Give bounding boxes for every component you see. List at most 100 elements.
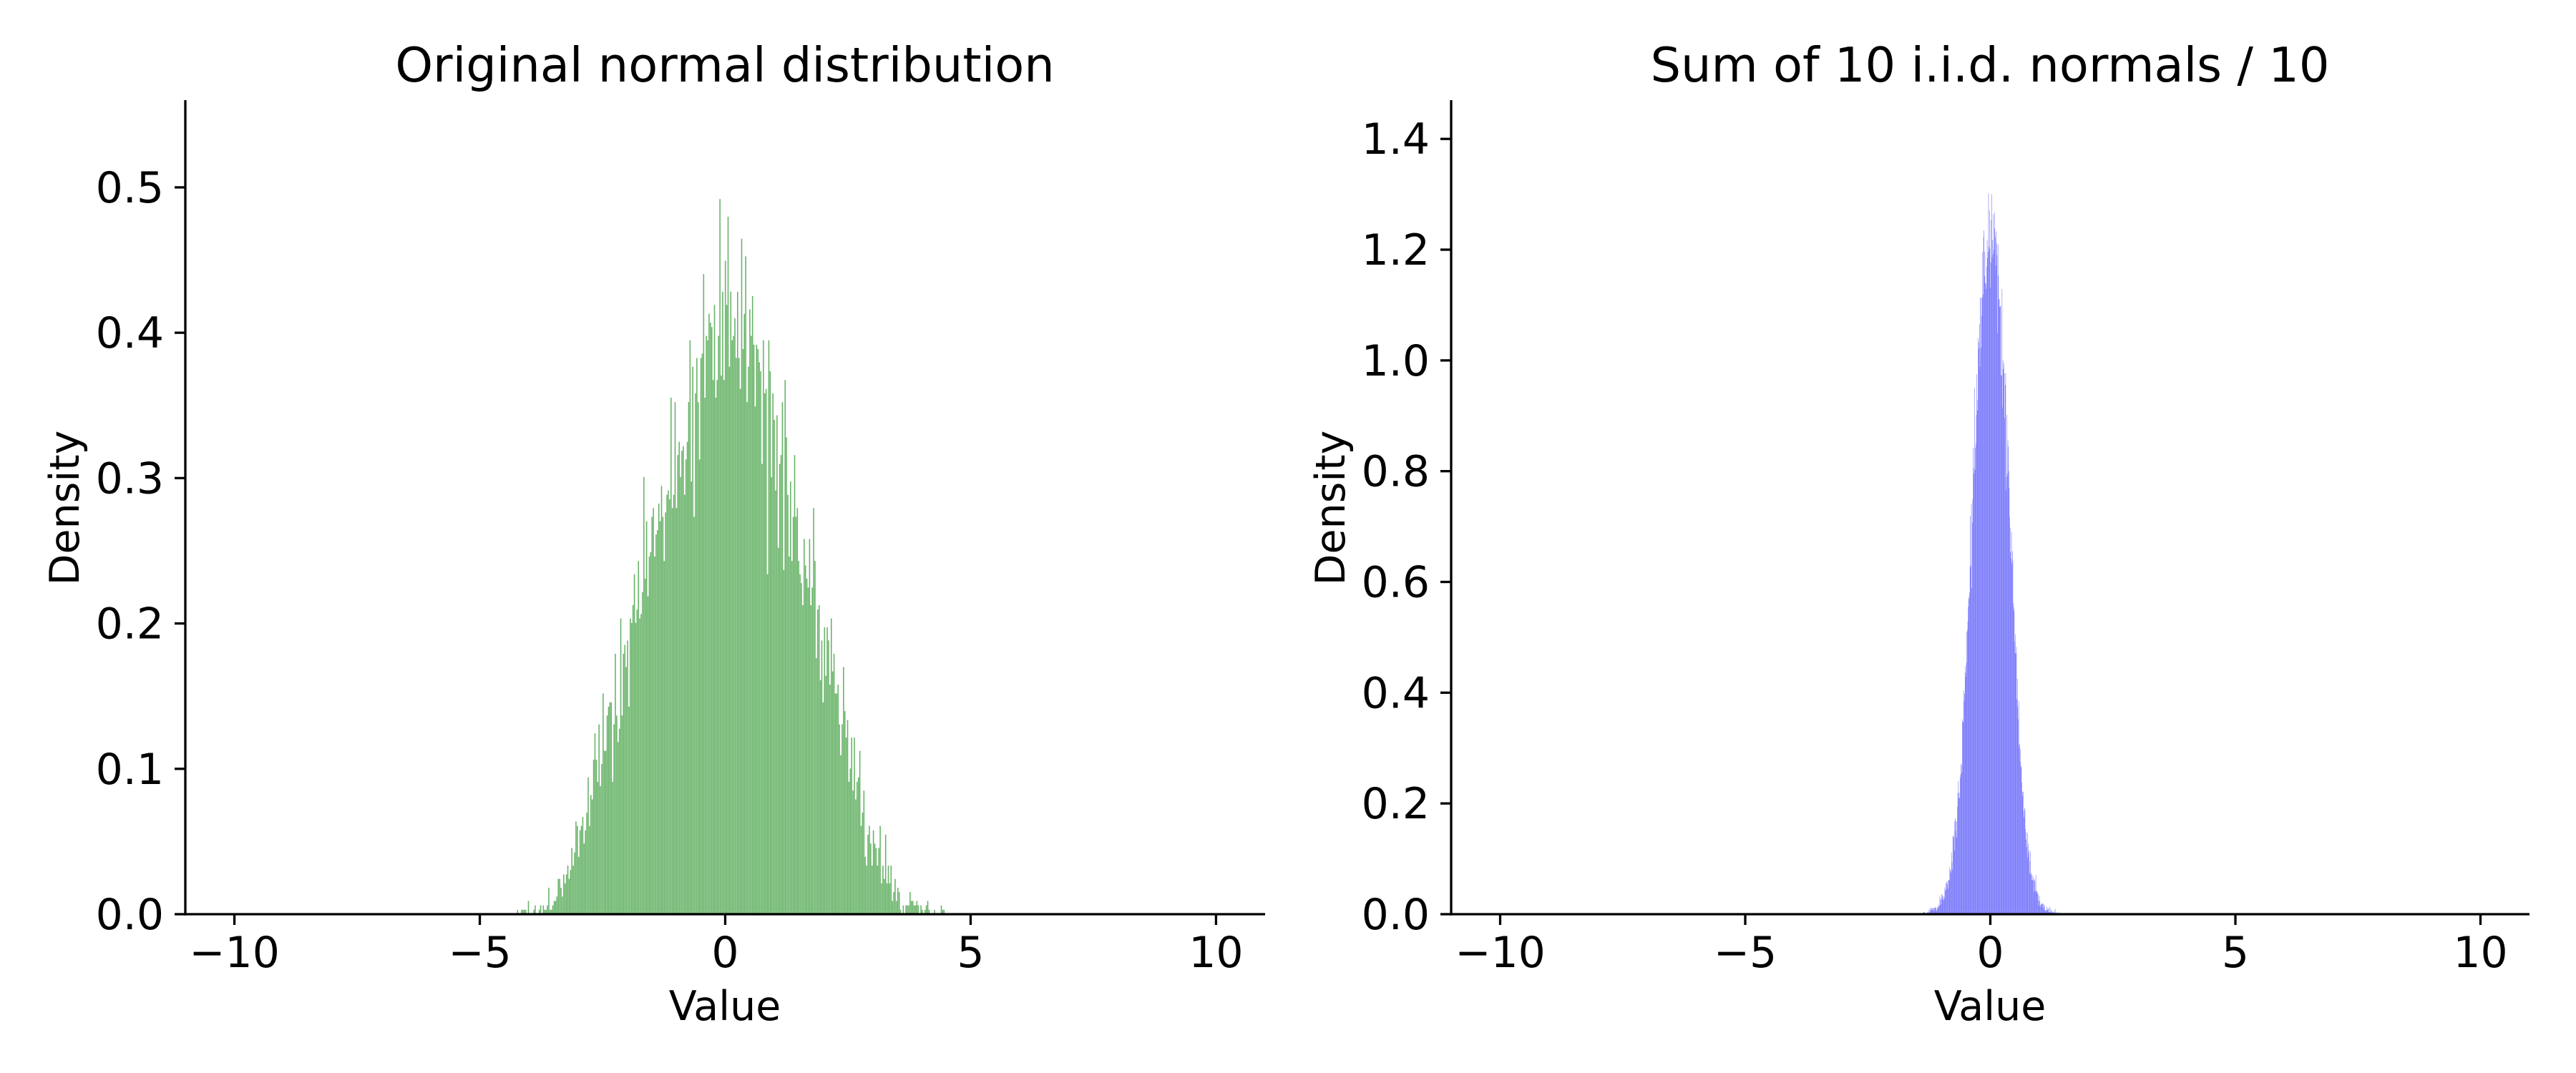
y-tick-label: 0.5	[96, 163, 164, 213]
histogram-bar	[600, 786, 601, 914]
histogram-bar	[1936, 910, 1937, 914]
x-tick-label: −5	[448, 928, 511, 978]
histogram-bar	[1950, 870, 1951, 914]
histogram-bar	[674, 402, 676, 914]
y-tick-label: 0.4	[96, 308, 164, 358]
histogram-bar	[710, 322, 711, 914]
histogram-bar	[828, 640, 829, 914]
histogram-bar	[630, 618, 631, 914]
histogram-bar	[2042, 904, 2043, 914]
histogram-bar	[691, 481, 693, 914]
histogram-bar	[552, 905, 554, 914]
histogram-bar	[2011, 564, 2012, 914]
histogram-bar	[843, 667, 844, 914]
y-tick-label: 1.4	[1362, 114, 1430, 165]
histogram-bar	[1987, 258, 1988, 914]
histogram-bar	[542, 905, 545, 914]
histogram-bar	[862, 813, 864, 914]
histogram-bar	[639, 618, 640, 914]
histogram-bar	[833, 653, 835, 914]
histogram-bar	[818, 604, 820, 914]
histogram-bar	[1934, 908, 1935, 914]
histogram-bar	[839, 724, 840, 914]
histogram-bar	[524, 909, 525, 914]
histogram-bar	[608, 706, 610, 914]
histogram-bar	[2026, 847, 2027, 914]
histogram-bar	[749, 309, 751, 915]
histogram-bar	[763, 340, 764, 914]
histogram-bar	[660, 486, 663, 914]
histogram-bar	[727, 216, 729, 914]
histogram-bar	[565, 874, 567, 914]
histogram-bar	[884, 878, 885, 914]
histogram-bar	[540, 905, 542, 914]
histogram-bar	[746, 402, 748, 914]
histogram-bar	[2012, 560, 2014, 914]
histogram-bar	[2044, 906, 2045, 914]
histogram-bar	[1969, 592, 1970, 914]
histogram-bar	[791, 561, 793, 914]
histogram-bar	[780, 455, 782, 914]
histogram-bar	[673, 494, 675, 914]
histogram-bar	[666, 494, 668, 914]
histogram-bar	[712, 380, 714, 914]
histogram-bar	[572, 866, 574, 914]
histogram-bar	[2017, 706, 2019, 914]
histogram-bar	[882, 866, 884, 914]
histogram-bar	[2029, 873, 2030, 914]
histogram-bar	[1958, 780, 1959, 914]
histogram-bar	[586, 813, 587, 914]
histogram-bar	[1943, 896, 1944, 914]
histogram-bar	[1988, 252, 1989, 914]
histogram-bar	[1966, 662, 1967, 914]
histogram-bar	[2022, 795, 2024, 914]
histogram-bar	[556, 896, 558, 914]
histogram-bar	[2000, 305, 2001, 914]
histogram-bar	[942, 909, 944, 914]
histogram-bar	[610, 702, 613, 914]
histogram-bar	[657, 530, 658, 914]
histogram-bar	[1946, 889, 1947, 914]
histogram-bar	[1946, 881, 1948, 914]
histogram-bar	[2018, 719, 2019, 914]
histogram-bar	[2023, 791, 2024, 914]
histogram-bar	[765, 388, 767, 914]
histogram-bar	[2047, 908, 2049, 914]
histogram-bar	[2011, 531, 2012, 914]
histogram-bar	[840, 755, 841, 914]
histogram-bar	[2002, 407, 2003, 914]
histogram-bar	[703, 274, 705, 915]
histogram-bar	[1974, 388, 1975, 914]
histogram-bar	[872, 830, 874, 914]
histogram-bar	[602, 693, 604, 914]
histogram-bar	[2016, 699, 2017, 914]
histogram-bar	[1974, 468, 1975, 914]
histogram-bar	[1968, 597, 1969, 914]
histogram-bar	[892, 901, 893, 914]
histogram-bar	[550, 909, 551, 914]
histogram-bar	[859, 750, 861, 914]
histogram-bar	[707, 340, 708, 914]
histogram-bar	[824, 627, 826, 914]
histogram-bar	[1953, 835, 1954, 914]
y-tick-label: 0.6	[1362, 558, 1430, 608]
histogram-bar	[1986, 289, 1987, 915]
histogram-bar	[1952, 869, 1953, 914]
histogram-bar	[1945, 891, 1946, 914]
histogram-bar	[2024, 810, 2026, 914]
histogram-bar	[693, 516, 695, 914]
histogram-bar	[677, 455, 679, 914]
histogram-bar	[1981, 298, 1982, 914]
histogram-bar	[1978, 338, 1979, 915]
histogram-bar	[1976, 414, 1977, 914]
histogram-bar	[745, 256, 746, 914]
histogram-bar	[1996, 255, 1998, 915]
histogram-bar	[786, 437, 787, 914]
histogram-bar	[2021, 766, 2022, 914]
histogram-bar	[1955, 818, 1956, 914]
histogram-bar	[751, 295, 753, 915]
histogram-bar	[2042, 903, 2044, 914]
y-tick-label: 0.2	[1362, 779, 1430, 829]
histogram-bar	[914, 905, 917, 914]
histogram-bar	[2045, 910, 2046, 914]
